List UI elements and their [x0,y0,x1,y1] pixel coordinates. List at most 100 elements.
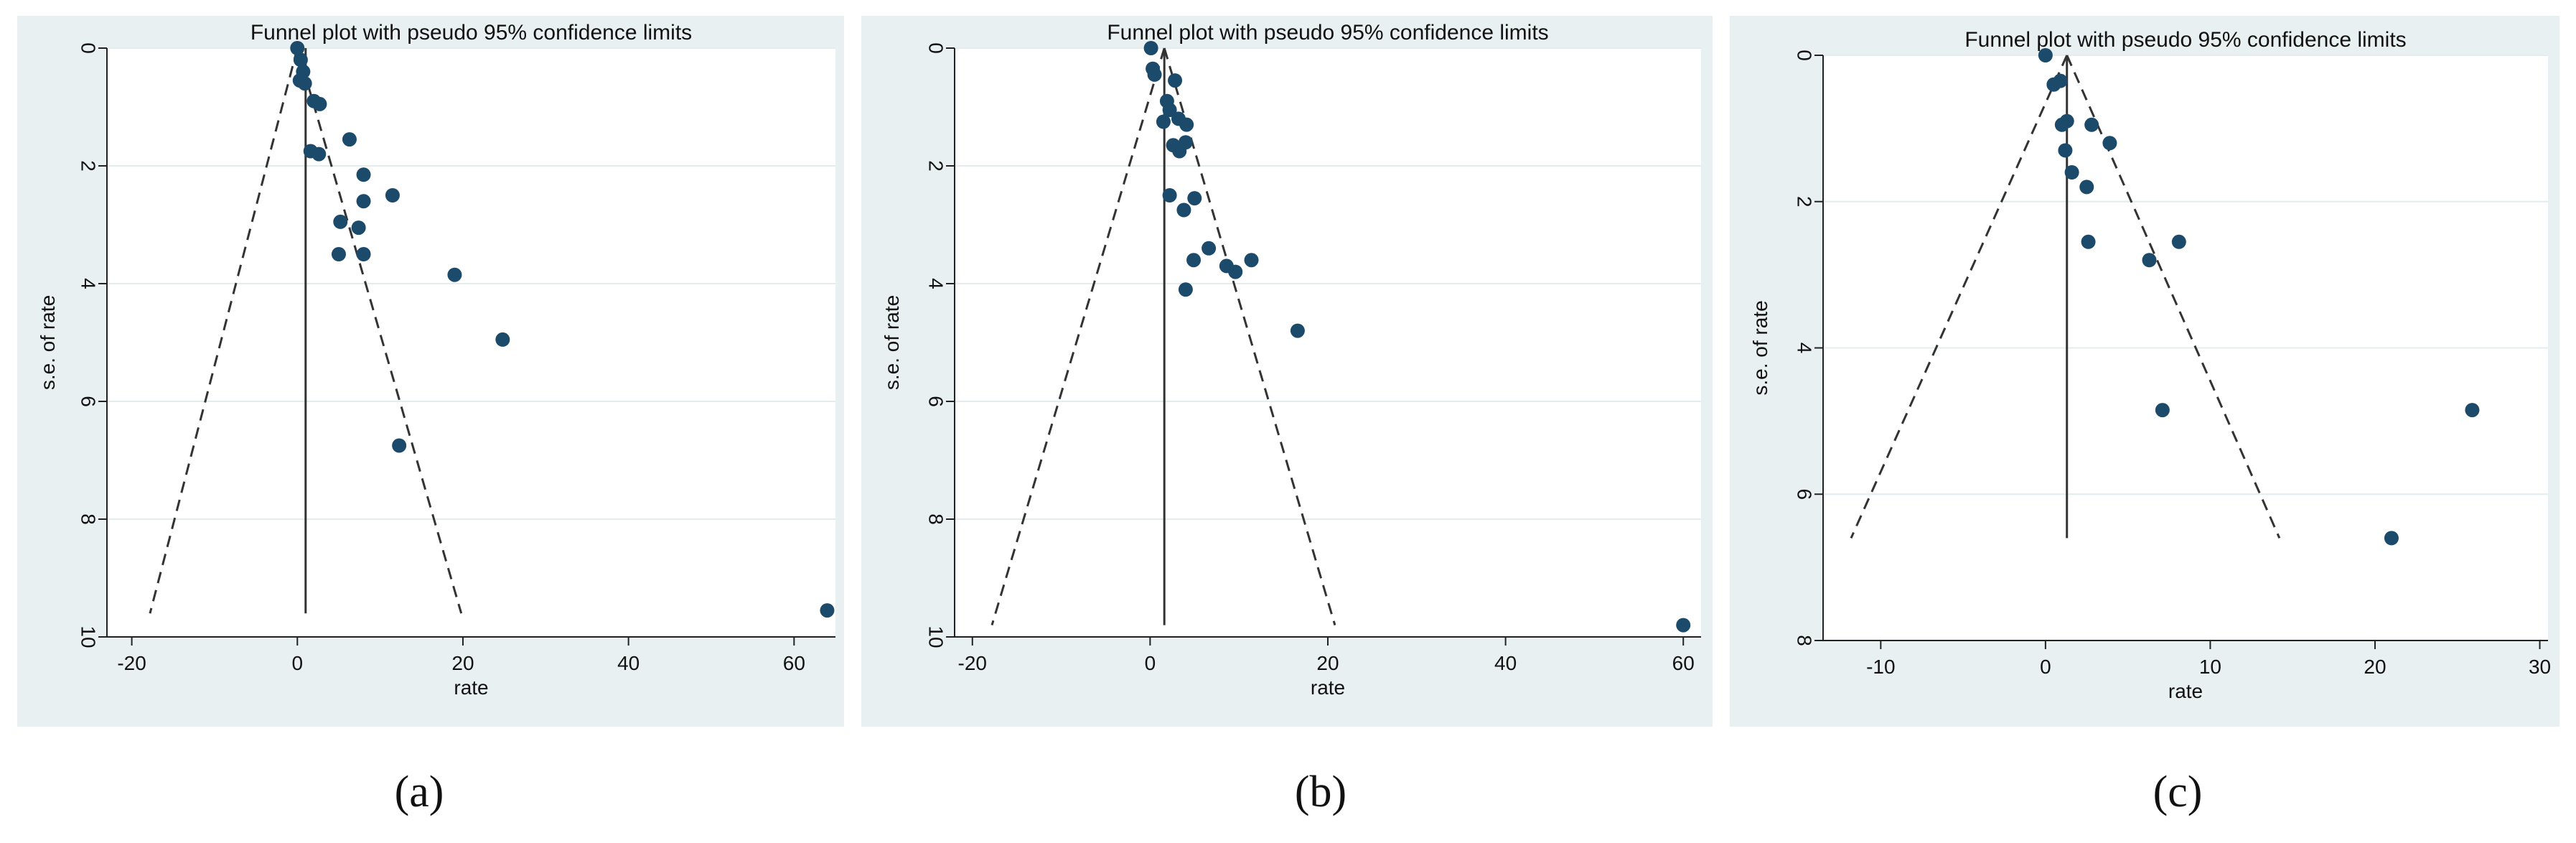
data-point [392,438,407,453]
x-axis-label: rate [1311,676,1345,699]
data-point [1143,41,1158,55]
data-point [293,52,308,67]
data-point [2155,403,2170,418]
x-tick-label: 20 [2364,656,2386,678]
x-axis-label: rate [2168,680,2203,702]
x-tick-label: -10 [1866,656,1895,678]
y-tick-label: 8 [1794,635,1816,646]
data-point [1186,253,1202,268]
y-axis-label: s.e. of rate [881,295,903,390]
y-axis-label: s.e. of rate [1749,300,1771,395]
data-point [290,41,305,55]
data-point [385,188,400,202]
x-tick-label: -20 [117,652,146,674]
data-point [2038,48,2053,62]
x-tick-label: 0 [291,652,303,674]
data-point [1147,67,1162,82]
y-tick-label: 2 [925,160,947,172]
plot-area [955,48,1701,637]
data-point [495,332,510,347]
data-point [1187,191,1202,206]
data-point [297,76,312,91]
data-point [2053,73,2068,88]
data-point [1156,114,1171,129]
data-point [312,146,327,162]
y-tick-label: 0 [1794,50,1816,61]
y-tick-label: 10 [925,625,947,648]
data-point [1176,202,1191,218]
x-tick-label: 40 [1494,652,1517,674]
data-point [1162,188,1177,202]
chart-title: Funnel plot with pseudo 95% confidence l… [1964,28,2406,52]
data-point [1202,241,1217,256]
y-tick-label: 4 [925,278,947,289]
data-point [1244,253,1259,268]
x-tick-label: -20 [958,652,987,674]
caption-b: (b) [1294,768,1347,816]
funnel-plot-panel-a: 0 2 4 6 8 10 -20 0 20 40 60 rate s.e. of rate Funnel … [17,16,844,727]
x-tick-label: 20 [451,652,474,674]
funnel-right-limit [2066,55,2281,539]
x-tick-label: 60 [783,652,805,674]
caption-a: (a) [394,768,444,816]
x-axis-label: rate [454,676,488,699]
funnel-plot-b: 0 2 4 6 8 10 -20 0 20 40 60 rate s.e. of rate Funnel … [881,21,1701,699]
chart-title: Funnel plot with pseudo 95% confidence l… [1107,21,1548,45]
data-point [342,132,357,147]
y-tick-label: 0 [78,42,100,54]
y-tick-label: 10 [78,625,100,648]
y-tick-label: 6 [78,396,100,407]
data-point [1162,103,1177,118]
data-point [1290,323,1305,338]
funnel-left-limit [149,47,299,614]
funnel-plot-panel-b: 0 2 4 6 8 10 -20 0 20 40 60 rate s.e. of rate Funnel … [861,16,1713,727]
y-tick-label: 2 [78,160,100,172]
data-point [1168,73,1183,88]
data-point [356,247,371,261]
data-point [2058,143,2073,158]
y-tick-label: 6 [925,396,947,407]
data-point [1178,135,1193,150]
chart-title: Funnel plot with pseudo 95% confidence l… [250,21,692,45]
data-point [1676,618,1691,633]
y-tick-label: 0 [925,42,947,54]
data-point [1178,282,1193,297]
y-tick-label: 2 [1794,196,1816,208]
funnel-plot-panel-c: 0 2 4 6 8 -10 0 10 20 30 rate s.e. of rate Funnel pl… [1730,16,2559,727]
x-tick-label: 30 [2529,656,2551,678]
data-point [1179,117,1194,132]
y-axis-label: s.e. of rate [37,295,59,390]
data-point [356,167,371,182]
data-point [2142,253,2157,268]
funnel-left-limit [1850,55,2069,539]
funnel-plot-a: 0 2 4 6 8 10 -20 0 20 40 60 rate s.e. of rate Funnel … [37,21,835,699]
x-tick-label: 40 [617,652,640,674]
y-tick-label: 6 [1794,488,1816,500]
data-point [333,214,348,229]
y-tick-label: 4 [1794,343,1816,354]
funnel-right-limit [296,47,463,614]
data-point [312,96,327,111]
funnel-right-limit [1163,47,1336,626]
x-tick-label: 0 [1145,652,1156,674]
y-tick-label: 8 [78,513,100,525]
data-point [2079,180,2094,195]
x-tick-label: 20 [1316,652,1339,674]
data-point [2171,234,2186,249]
data-point [1228,264,1243,279]
data-point [820,603,835,618]
x-tick-label: 60 [1672,652,1695,674]
data-point [351,220,366,236]
funnel-left-limit [990,47,1166,626]
data-point [2102,136,2117,151]
x-tick-label: 0 [2040,656,2051,678]
data-point [356,194,371,209]
plot-area [107,48,835,637]
data-point [2081,234,2096,249]
x-tick-label: 10 [2199,656,2221,678]
data-point [2084,117,2099,132]
y-tick-label: 8 [925,513,947,525]
data-point [447,267,462,282]
data-point [2064,165,2079,180]
caption-c: (c) [2153,768,2203,816]
